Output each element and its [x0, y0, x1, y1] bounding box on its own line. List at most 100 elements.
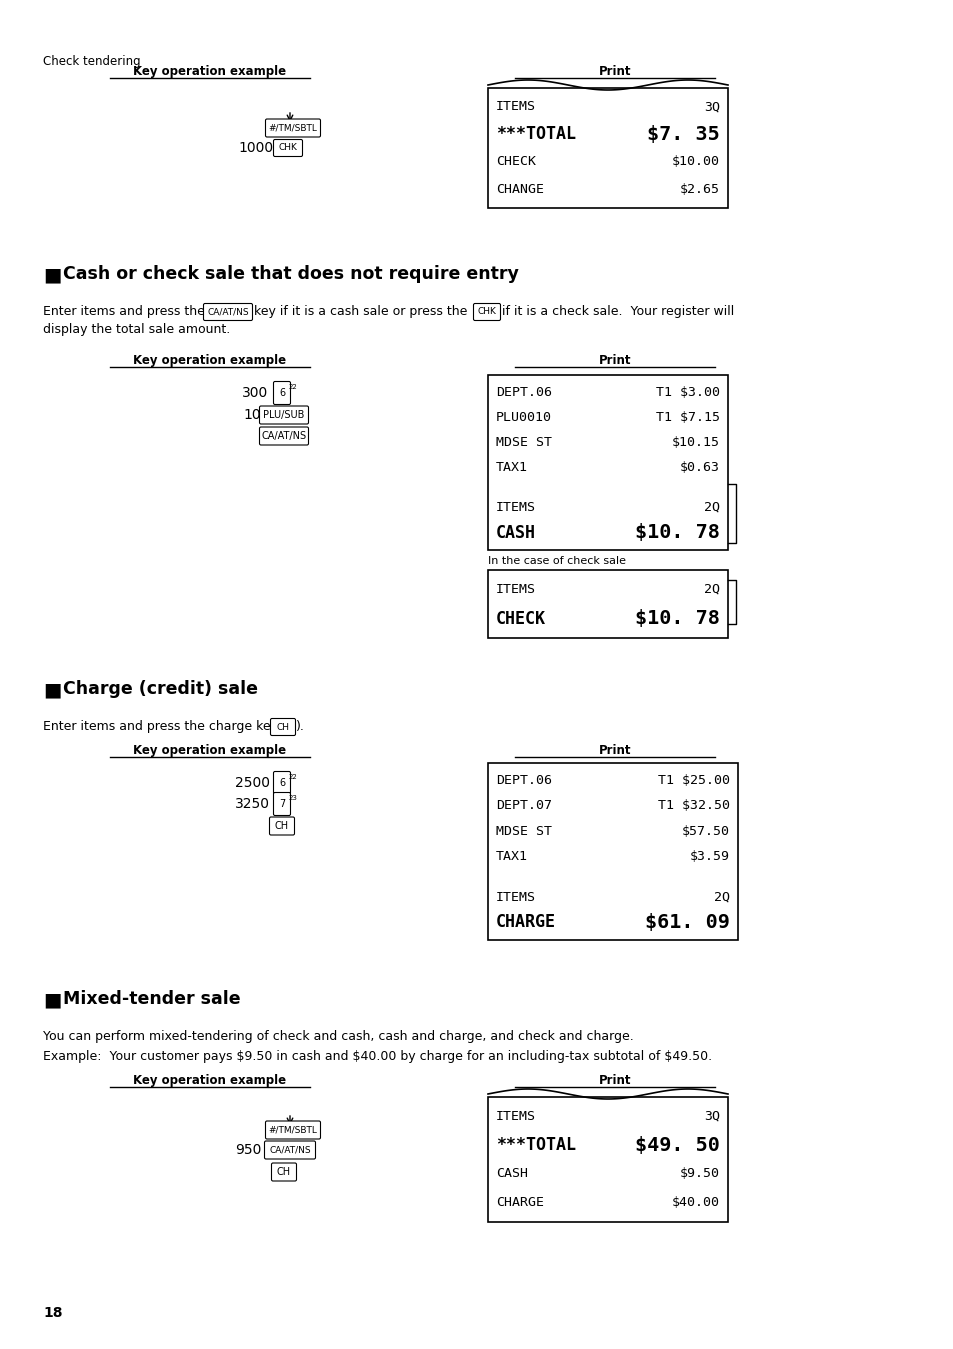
Text: TAX1: TAX1 [496, 850, 527, 863]
Text: $7. 35: $7. 35 [646, 124, 720, 144]
Text: ■: ■ [43, 680, 61, 699]
Text: CA/AT/NS: CA/AT/NS [207, 308, 249, 317]
FancyBboxPatch shape [274, 792, 291, 816]
Text: Print: Print [598, 745, 631, 757]
Text: Key operation example: Key operation example [133, 353, 286, 367]
Text: ITEMS: ITEMS [496, 890, 536, 904]
Text: In the case of check sale: In the case of check sale [488, 556, 625, 567]
Text: 22: 22 [289, 384, 297, 390]
Bar [488, 375, 727, 550]
Text: Print: Print [598, 353, 631, 367]
Text: Key operation example: Key operation example [133, 65, 286, 78]
Text: T1 $32.50: T1 $32.50 [658, 800, 729, 812]
Text: ITEMS: ITEMS [496, 583, 536, 596]
Text: 3250: 3250 [234, 797, 270, 811]
Text: $10.00: $10.00 [671, 155, 720, 169]
Text: $61. 09: $61. 09 [644, 913, 729, 932]
FancyBboxPatch shape [271, 719, 295, 735]
Text: Print: Print [598, 1074, 631, 1087]
FancyBboxPatch shape [274, 772, 291, 795]
Text: $3.59: $3.59 [689, 850, 729, 863]
Text: T1 $3.00: T1 $3.00 [656, 386, 720, 399]
Text: 6: 6 [278, 389, 285, 398]
Text: $49. 50: $49. 50 [635, 1136, 720, 1155]
Text: DEPT.06: DEPT.06 [496, 774, 552, 788]
Text: CHARGE: CHARGE [496, 1197, 543, 1209]
Text: 10: 10 [243, 407, 261, 422]
Text: CHECK: CHECK [496, 155, 536, 169]
Text: 22: 22 [289, 774, 297, 780]
FancyBboxPatch shape [265, 119, 320, 138]
Text: PLU0010: PLU0010 [496, 411, 552, 424]
Text: $10. 78: $10. 78 [635, 608, 720, 629]
Text: Check tendering: Check tendering [43, 55, 140, 67]
Text: 1000: 1000 [238, 142, 274, 155]
FancyBboxPatch shape [264, 1141, 315, 1159]
Text: #/TM/SBTL: #/TM/SBTL [269, 124, 317, 132]
Text: CH: CH [274, 822, 289, 831]
Text: $40.00: $40.00 [671, 1197, 720, 1209]
Text: Print: Print [598, 65, 631, 78]
Text: T1 $7.15: T1 $7.15 [656, 411, 720, 424]
Text: $57.50: $57.50 [681, 824, 729, 838]
Text: 950: 950 [235, 1143, 262, 1157]
Text: ITEMS: ITEMS [496, 100, 536, 113]
Bar [488, 1097, 727, 1222]
FancyBboxPatch shape [259, 406, 308, 424]
Text: PLU/SUB: PLU/SUB [263, 410, 304, 420]
Text: Example:  Your customer pays $9.50 in cash and $40.00 by charge for an including: Example: Your customer pays $9.50 in cas… [43, 1050, 711, 1063]
Text: Key operation example: Key operation example [133, 745, 286, 757]
Text: key if it is a cash sale or press the: key if it is a cash sale or press the [253, 305, 471, 318]
Text: ITEMS: ITEMS [496, 500, 536, 514]
Text: CHK: CHK [477, 308, 496, 317]
Text: CHANGE: CHANGE [496, 182, 543, 196]
Text: 2Q: 2Q [713, 890, 729, 904]
Text: 300: 300 [241, 386, 268, 401]
Bar [488, 571, 727, 638]
Text: Enter items and press the charge key (: Enter items and press the charge key ( [43, 720, 287, 733]
FancyBboxPatch shape [259, 428, 308, 445]
Text: Cash or check sale that does not require entry: Cash or check sale that does not require… [63, 264, 518, 283]
Text: T1 $25.00: T1 $25.00 [658, 774, 729, 788]
Text: ).: ). [295, 720, 305, 733]
Bar [488, 88, 727, 208]
FancyBboxPatch shape [272, 1163, 296, 1180]
FancyBboxPatch shape [269, 817, 294, 835]
Text: Charge (credit) sale: Charge (credit) sale [63, 680, 257, 697]
Text: Enter items and press the: Enter items and press the [43, 305, 209, 318]
FancyBboxPatch shape [203, 304, 253, 321]
Text: 6: 6 [278, 778, 285, 788]
Text: ITEMS: ITEMS [496, 1110, 536, 1122]
Text: 7: 7 [278, 799, 285, 809]
Text: CASH: CASH [496, 523, 536, 541]
Text: You can perform mixed-tendering of check and cash, cash and charge, and check an: You can perform mixed-tendering of check… [43, 1031, 633, 1043]
Text: if it is a check sale.  Your register will: if it is a check sale. Your register wil… [501, 305, 734, 318]
FancyBboxPatch shape [274, 382, 291, 405]
Text: ***TOTAL: ***TOTAL [496, 125, 576, 143]
Text: 3Q: 3Q [703, 1110, 720, 1122]
Text: display the total sale amount.: display the total sale amount. [43, 322, 230, 336]
Text: CA/AT/NS: CA/AT/NS [269, 1145, 311, 1155]
Text: CHECK: CHECK [496, 610, 545, 627]
Text: #/TM/SBTL: #/TM/SBTL [269, 1125, 317, 1135]
Text: DEPT.07: DEPT.07 [496, 800, 552, 812]
Text: CHARGE: CHARGE [496, 913, 556, 931]
Text: CHK: CHK [278, 143, 297, 152]
Text: CH: CH [276, 1167, 291, 1176]
Text: $10.15: $10.15 [671, 436, 720, 449]
FancyBboxPatch shape [473, 304, 500, 321]
FancyBboxPatch shape [274, 139, 302, 156]
Text: MDSE ST: MDSE ST [496, 824, 552, 838]
Text: CH: CH [276, 723, 289, 731]
Text: TAX1: TAX1 [496, 461, 527, 473]
Text: DEPT.06: DEPT.06 [496, 386, 552, 399]
Text: $2.65: $2.65 [679, 182, 720, 196]
Bar [488, 764, 738, 940]
Text: Key operation example: Key operation example [133, 1074, 286, 1087]
Text: ***TOTAL: ***TOTAL [496, 1136, 576, 1155]
Text: 2Q: 2Q [703, 583, 720, 596]
Text: ■: ■ [43, 264, 61, 285]
Text: 3Q: 3Q [703, 100, 720, 113]
Text: $10. 78: $10. 78 [635, 523, 720, 542]
Text: 2Q: 2Q [703, 500, 720, 514]
